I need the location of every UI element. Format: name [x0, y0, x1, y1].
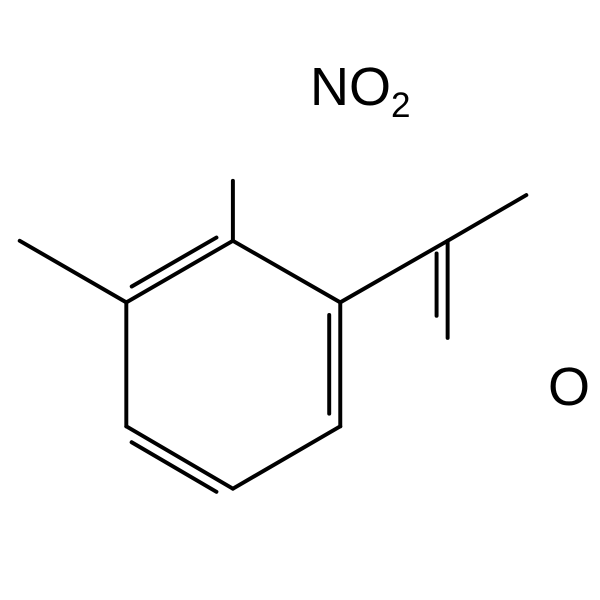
label-o: O — [548, 360, 590, 414]
bond-ring-1-2 — [233, 241, 340, 303]
bond-ring-4-5 — [126, 426, 233, 488]
bond-ring-6-1-inner — [132, 238, 217, 287]
bond-cooh-c-to-oh — [448, 195, 527, 241]
bond-c6-to-ch3 — [20, 241, 127, 303]
label-no2: NO2 — [310, 60, 411, 114]
chemical-structure-diagram — [0, 0, 600, 600]
bond-ring-4-5-inner — [132, 442, 217, 492]
bond-ring-6-1 — [126, 241, 233, 303]
bond-ring-3-4 — [233, 426, 340, 488]
bond-c2-to-cooh — [340, 241, 447, 303]
